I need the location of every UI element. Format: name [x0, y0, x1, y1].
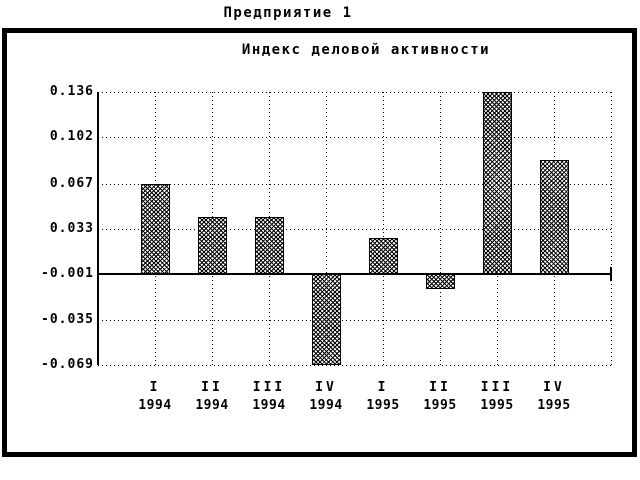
x-label-year: 1994 [252, 398, 286, 413]
x-label-quarter: II [429, 380, 451, 395]
bar [312, 274, 341, 365]
x-axis-label: I 1995 [347, 379, 419, 415]
x-label-year: 1995 [480, 398, 514, 413]
h-gridline [98, 365, 611, 366]
y-axis-label: -0.069 [41, 357, 94, 372]
v-gridline [326, 92, 327, 365]
bar [141, 184, 170, 274]
x-axis-label: IV 1995 [518, 379, 590, 415]
x-axis-label: III 1995 [461, 379, 533, 415]
y-axis-label: -0.035 [41, 312, 94, 327]
h-gridline [98, 184, 611, 185]
x-label-quarter: III [252, 380, 286, 395]
page-title: Предприятие 1 [223, 5, 353, 21]
x-axis-label: I 1994 [119, 379, 191, 415]
y-axis-line [97, 92, 99, 365]
x-axis-label: III 1994 [233, 379, 305, 415]
x-label-year: 1994 [309, 398, 343, 413]
x-axis-label: II 1994 [176, 379, 248, 415]
bar [369, 238, 398, 274]
bar [198, 217, 227, 274]
y-axis-label: 0.102 [49, 129, 94, 144]
chart-frame [2, 28, 637, 457]
bar [426, 274, 455, 289]
x-label-year: 1995 [537, 398, 571, 413]
x-label-year: 1994 [195, 398, 229, 413]
baseline-end-tick [610, 267, 612, 281]
x-label-quarter: I [149, 380, 161, 395]
v-gridline [611, 92, 612, 365]
v-gridline [383, 92, 384, 365]
x-axis-label: IV 1994 [290, 379, 362, 415]
h-gridline [98, 137, 611, 138]
x-label-year: 1994 [138, 398, 172, 413]
x-label-quarter: II [201, 380, 223, 395]
x-label-year: 1995 [423, 398, 457, 413]
v-gridline [440, 92, 441, 365]
x-label-quarter: I [377, 380, 389, 395]
bar [255, 217, 284, 274]
x-label-quarter: IV [543, 380, 565, 395]
x-label-year: 1995 [366, 398, 400, 413]
y-axis-label: 0.136 [49, 84, 94, 99]
y-axis-label: 0.067 [49, 176, 94, 191]
zero-baseline [98, 273, 612, 275]
bar [540, 160, 569, 274]
h-gridline [98, 92, 611, 93]
x-axis-label: II 1995 [404, 379, 476, 415]
x-label-quarter: III [480, 380, 514, 395]
x-label-quarter: IV [315, 380, 337, 395]
bar [483, 92, 512, 274]
h-gridline [98, 229, 611, 230]
h-gridline [98, 320, 611, 321]
chart-title: Индекс деловой активности [241, 42, 491, 58]
y-axis-label: 0.033 [49, 221, 94, 236]
y-axis-label: -0.001 [41, 266, 94, 281]
